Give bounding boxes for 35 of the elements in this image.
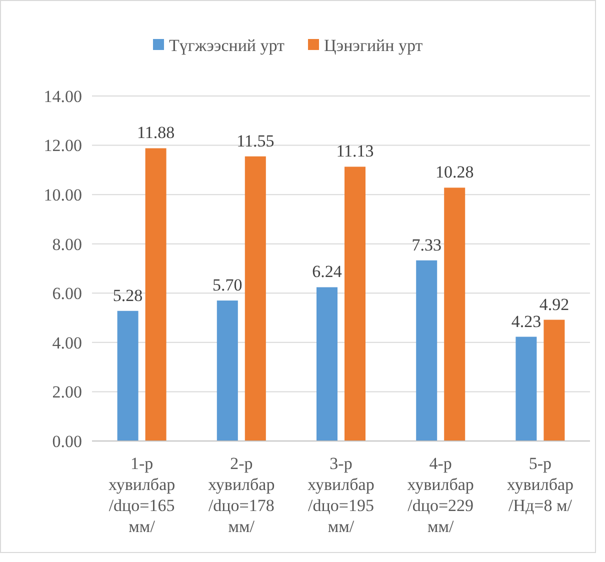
bar [516,336,537,441]
data-label: 4.23 [511,312,542,331]
y-tick-label: 12.00 [44,136,82,156]
y-tick-label: 4.00 [52,333,82,352]
bar [316,287,338,441]
y-tick-label: 14.00 [44,86,82,106]
bar [117,310,138,441]
bar [544,320,565,441]
y-tick-label: 6.00 [52,284,82,304]
x-tick-label: 1-р хувилбар /dцо=165 мм/ [108,454,176,536]
x-tick-label: 5-р хувилбар /Нд=8 м/ [506,454,574,515]
data-label: 5.70 [212,276,242,295]
y-tick-label: 10.00 [44,186,82,205]
bar [216,300,238,441]
y-tick-label: 2.00 [52,382,82,402]
y-tick-label: 8.00 [52,234,82,254]
bar [444,188,466,441]
y-tick-label: 0.00 [52,432,82,451]
data-label: 11.88 [136,123,175,142]
x-tick-label: 3-р хувилбар /dцо=195 мм/ [308,454,374,536]
data-label: 11.13 [336,142,374,161]
data-label: 4.92 [539,294,570,314]
data-label: 11.55 [236,131,274,150]
legend-label: Түгжээсний урт [169,36,286,55]
data-label: 5.28 [112,286,143,305]
data-label: 10.28 [435,162,474,182]
data-label: 6.24 [312,262,342,282]
bar [416,260,438,441]
bar [244,156,266,441]
bar [344,166,366,441]
x-tick-label: 2-р хувилбар /dцо=178 мм/ [208,454,275,536]
x-tick-label: 4-р хувилбар /dцо=229 мм/ [407,454,474,536]
bar [145,148,166,441]
legend-label: Цэнэгийн урт [324,36,424,55]
data-label: 7.33 [412,235,442,254]
